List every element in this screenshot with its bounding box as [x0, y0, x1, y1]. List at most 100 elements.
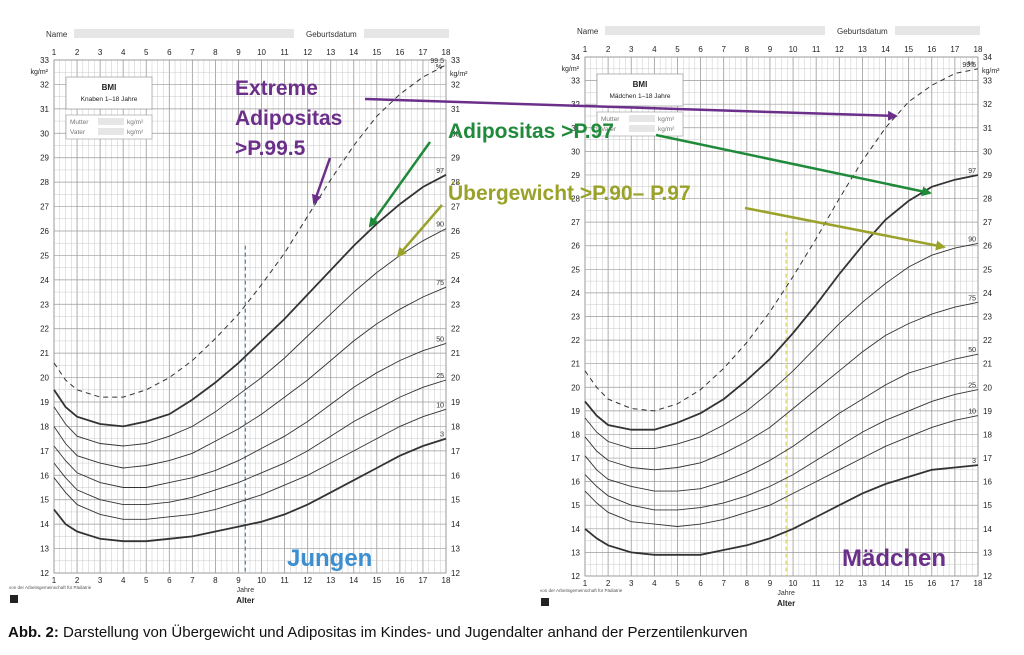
arrow-adipositas-boys: [368, 141, 432, 228]
boys-xtick-bottom: 12: [303, 576, 312, 585]
girls-ytick-right: 15: [983, 501, 992, 510]
boys-curve-label: 10: [436, 402, 444, 409]
boys-box-title: BMI: [102, 83, 117, 92]
girls-ytick-left: 18: [571, 430, 580, 439]
boys-xtick-top: 2: [75, 48, 80, 57]
girls-xtick-bottom: 6: [698, 579, 703, 588]
girls-ytick-left: 16: [571, 478, 580, 487]
girls-ytick-left: 22: [571, 336, 580, 345]
boys-xtick-top: 3: [98, 48, 103, 57]
boys-curve-label: 25: [436, 373, 444, 380]
girls-ytick-right: 27: [983, 218, 992, 227]
girls-xtick-top: 8: [745, 45, 750, 54]
boys-xtick-bottom: 9: [236, 576, 241, 585]
boys-xtick-top: 14: [349, 48, 358, 57]
girls-curve-p10: [584, 415, 979, 527]
girls-ytick-right: 14: [983, 525, 992, 534]
girls-xtick-bottom: 15: [904, 579, 913, 588]
girls-ytick-right: 34: [983, 53, 992, 62]
girls-xtick-top: 14: [881, 45, 890, 54]
annotation-extreme-line1: Extreme: [235, 77, 318, 100]
boys-ytick-left: 18: [40, 422, 49, 431]
girls-publisher: von der Arbeitsgemeinschaft für Pädiatri…: [540, 588, 623, 593]
label-maedchen: Mädchen: [842, 545, 946, 572]
girls-mutter-unit: kg/m²: [658, 116, 675, 123]
boys-xtick-top: 7: [190, 48, 195, 57]
girls-mutter-field: [629, 115, 655, 122]
girls-ytick-left: 27: [571, 218, 580, 227]
girls-ytick-right: 24: [983, 289, 992, 298]
boys-vater-label: Vater: [70, 129, 86, 136]
boys-xtick-top: 1: [52, 48, 57, 57]
boys-xtick-top: 15: [372, 48, 381, 57]
boys-curve-p99_5: [53, 64, 447, 398]
girls-name-field: [605, 26, 825, 35]
girls-ytick-left: 25: [571, 265, 580, 274]
boys-xtick-bottom: 17: [418, 576, 427, 585]
boys-ytick-right: 12: [451, 569, 460, 578]
boys-xtick-top: 4: [121, 48, 126, 57]
girls-ytick-left: 31: [571, 124, 580, 133]
girls-xtick-top: 4: [652, 45, 657, 54]
girls-xtick-top: 1: [583, 45, 588, 54]
girls-xtick-top: 11: [812, 45, 821, 54]
boys-ytick-right: 33: [451, 56, 460, 65]
girls-birth-field: [895, 26, 980, 35]
caption-text: Darstellung von Übergewicht und Adiposit…: [58, 624, 748, 641]
boys-mutter-field: [98, 118, 124, 125]
girls-ytick-right: 25: [983, 265, 992, 274]
boys-xtick-top: 5: [144, 48, 149, 57]
girls-ytick-left: 15: [571, 501, 580, 510]
girls-xtick-bottom: 17: [950, 579, 959, 588]
boys-ytick-left: 31: [40, 105, 49, 114]
boys-ytick-right: 17: [451, 447, 460, 456]
girls-curve-p97: [584, 174, 979, 431]
girls-xtick-top: 18: [974, 45, 983, 54]
boys-xlabel-jahre: Jahre: [237, 587, 255, 594]
girls-xlabel-jahre: Jahre: [777, 590, 795, 597]
girls-xlabel-alter: Alter: [777, 599, 795, 608]
arrow-uebergewicht-girls: [744, 206, 946, 251]
girls-ytick-left: 13: [571, 548, 580, 557]
boys-box-subtitle: Knaben 1–18 Jahre: [81, 96, 138, 103]
caption-label: Abb. 2:: [8, 624, 59, 641]
boys-xtick-top: 18: [442, 48, 451, 57]
girls-ytick-right: 22: [983, 336, 992, 345]
girls-info-box: [596, 73, 684, 107]
girls-xtick-top: 15: [904, 45, 913, 54]
girls-xtick-top: 16: [927, 45, 936, 54]
girls-ytick-right: 30: [983, 147, 992, 156]
girls-name-label: Name: [577, 27, 599, 36]
girls-ytick-left: 33: [571, 77, 580, 86]
arrow-uebergewicht-boys: [396, 204, 443, 258]
boys-xtick-bottom: 8: [213, 576, 218, 585]
girls-xtick-bottom: 10: [789, 579, 798, 588]
boys-xtick-bottom: 3: [98, 576, 103, 585]
girls-curve-label: 90: [968, 236, 976, 243]
boys-vater-field: [98, 128, 124, 135]
girls-xtick-top: 2: [606, 45, 611, 54]
annotation-overlay: Extreme Adipositas >P.99.5 Adipositas >P.97…: [235, 77, 946, 572]
girls-xtick-bottom: 12: [835, 579, 844, 588]
girls-xtick-bottom: 7: [721, 579, 726, 588]
boys-xtick-bottom: 1: [52, 576, 57, 585]
boys-xtick-bottom: 6: [167, 576, 172, 585]
girls-bmi-chart: Name Geburtsdatum112233445566778899101011…: [540, 26, 1000, 608]
girls-xtick-bottom: 4: [652, 579, 657, 588]
boys-xtick-bottom: 4: [121, 576, 126, 585]
boys-ytick-left: 15: [40, 496, 49, 505]
boys-xtick-top: 13: [326, 48, 335, 57]
boys-curve-label: 75: [436, 280, 444, 287]
boys-xlabel-alter: Alter: [236, 596, 254, 605]
boys-ytick-left: 32: [40, 80, 49, 89]
girls-ytick-left: 19: [571, 407, 580, 416]
boys-ytick-left: 17: [40, 447, 49, 456]
girls-ytick-right: 21: [983, 360, 992, 369]
boys-xtick-top: 12: [303, 48, 312, 57]
girls-ytick-right: 32: [983, 100, 992, 109]
boys-xtick-bottom: 11: [280, 576, 289, 585]
girls-box-subtitle: Mädchen 1–18 Jahre: [609, 93, 670, 100]
girls-pct-label: %: [968, 61, 974, 68]
annotation-adipositas: Adipositas >P.97: [448, 120, 614, 143]
girls-curve-p90: [584, 242, 979, 450]
